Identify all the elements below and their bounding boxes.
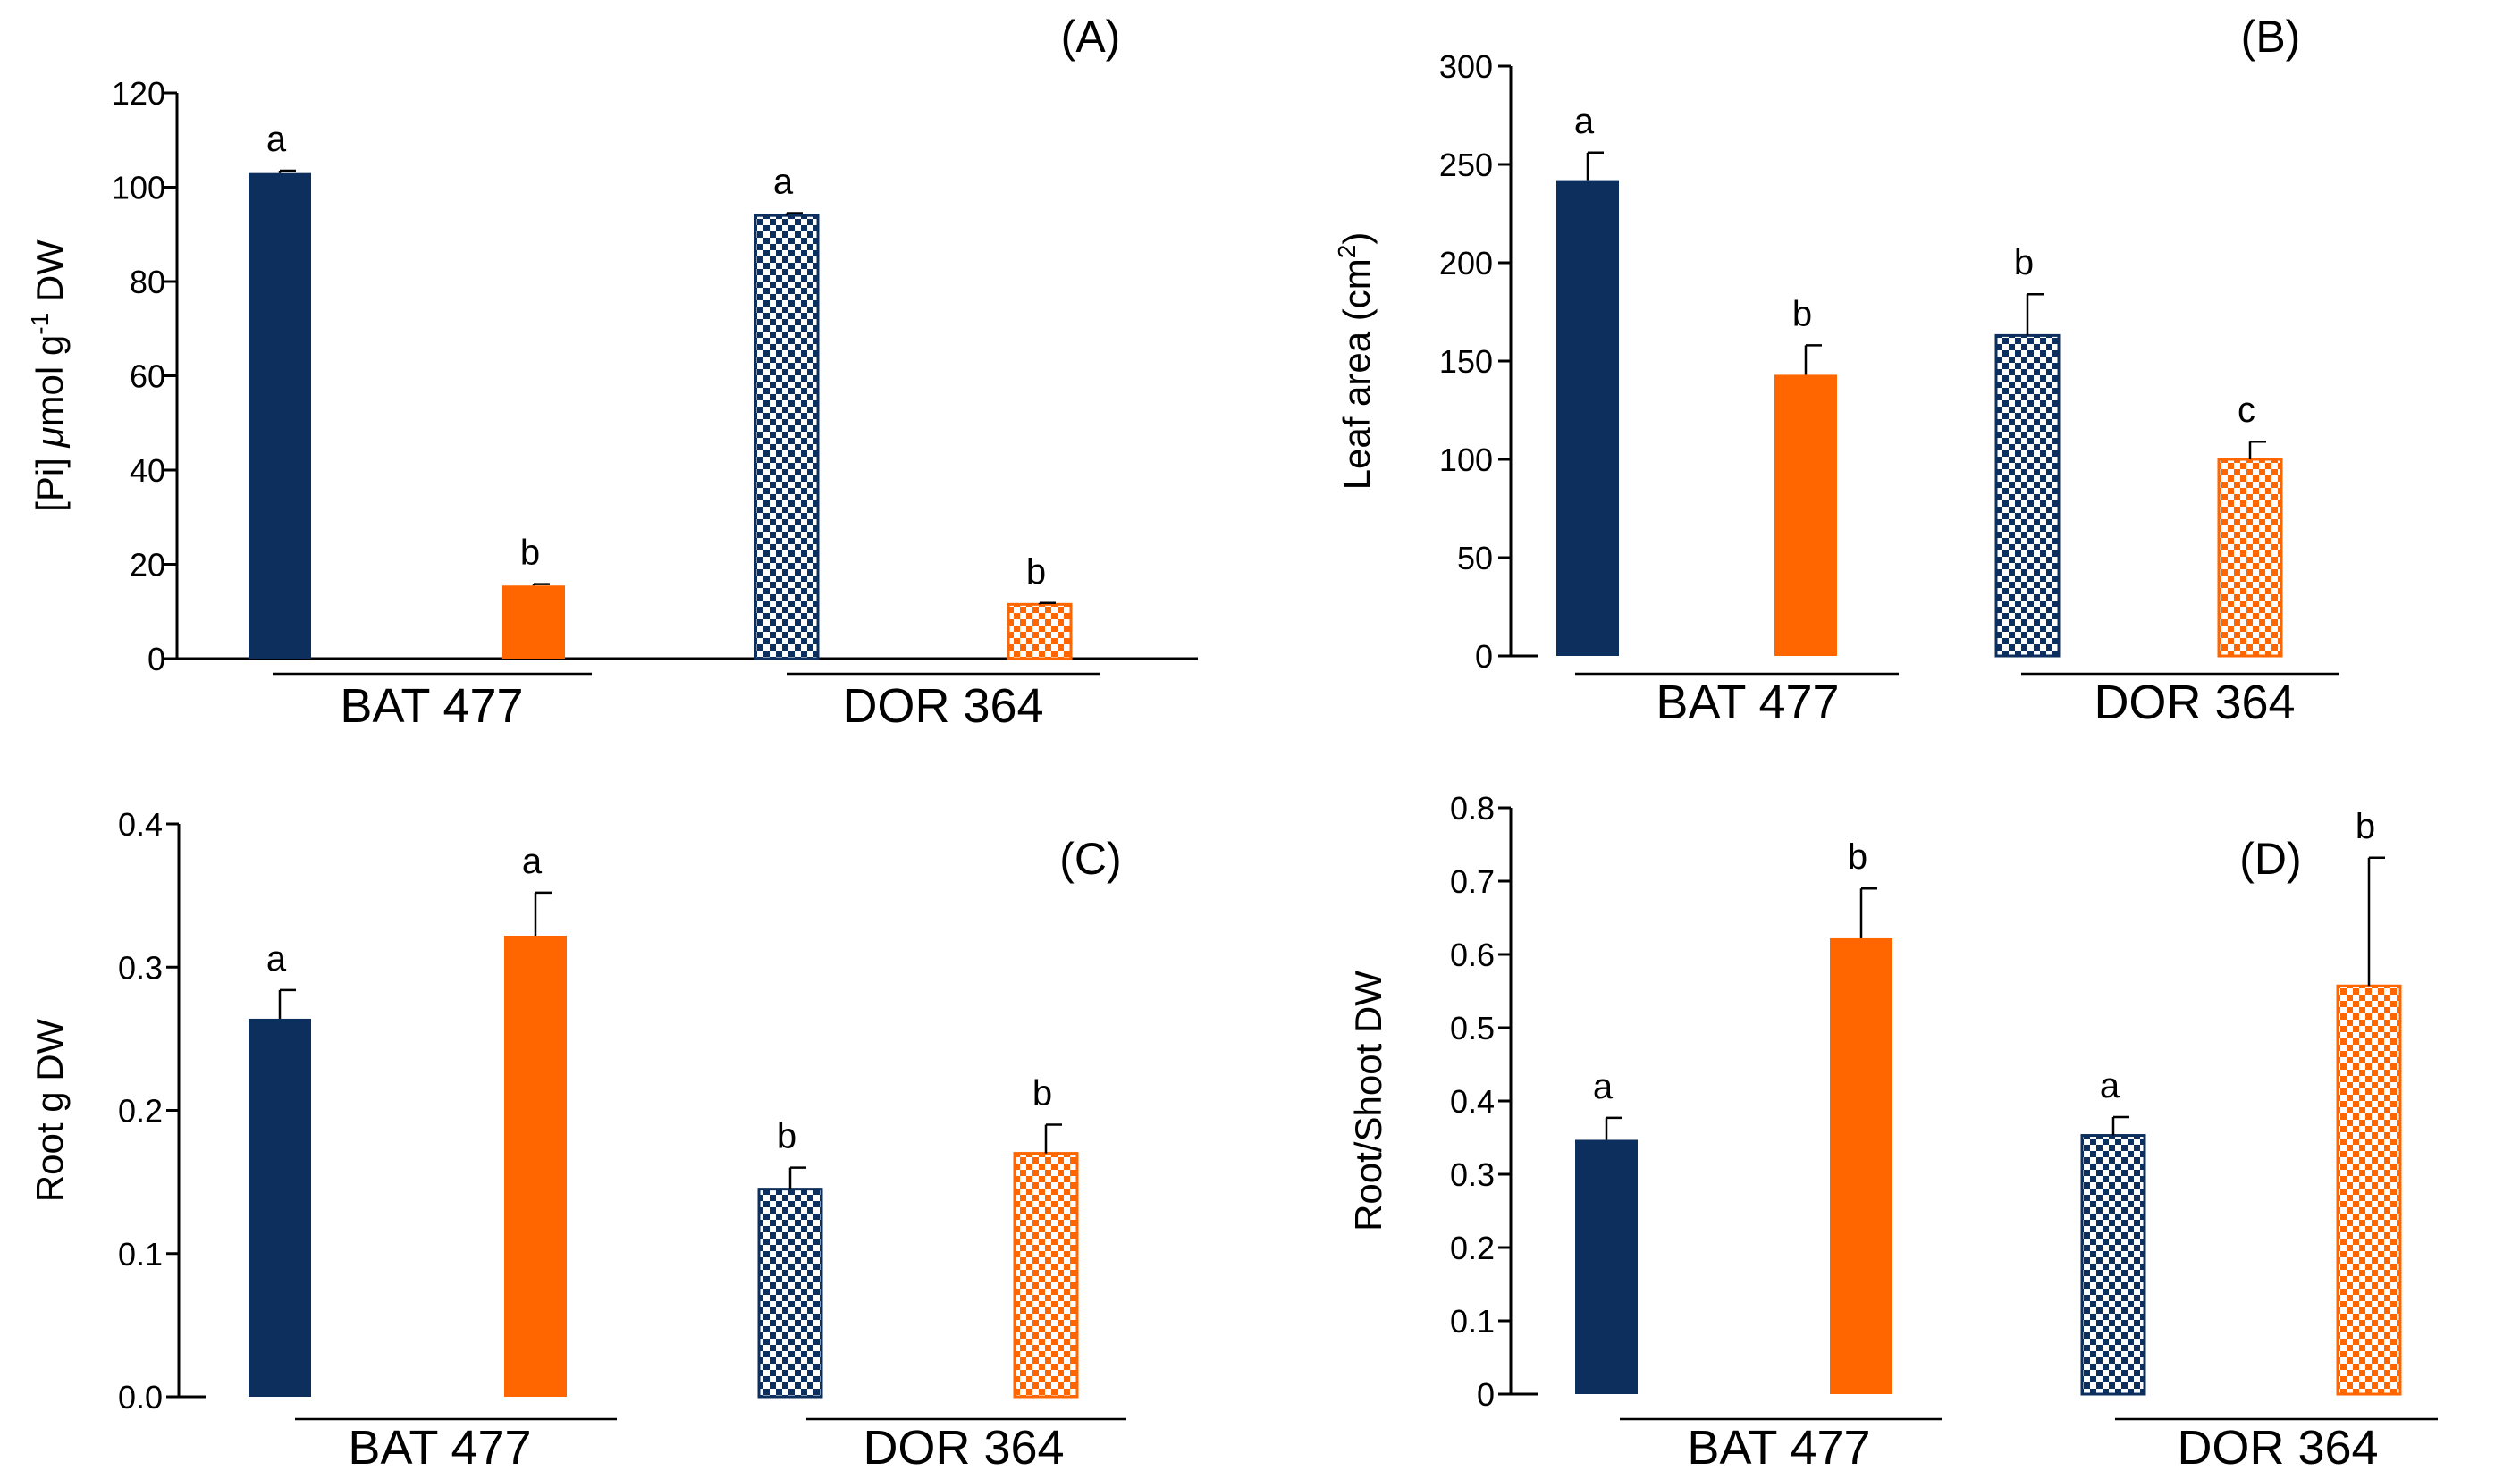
significance-letter: b bbox=[520, 534, 540, 573]
y-tick-label: 20 bbox=[130, 547, 165, 584]
panel-label: (B) bbox=[2241, 12, 2301, 62]
y-tick-label: 0.3 bbox=[118, 949, 163, 986]
y-tick-label: 100 bbox=[112, 170, 165, 206]
bar-dor-364-control bbox=[1994, 333, 2061, 658]
bar-bat-477-low-p bbox=[1774, 374, 1837, 656]
significance-letter: a bbox=[266, 120, 287, 159]
significance-letter: b bbox=[1032, 1074, 1052, 1113]
y-tick-label: 60 bbox=[130, 358, 165, 395]
y-tick-label: 200 bbox=[1439, 245, 1493, 282]
bar-bat-477-low-p bbox=[504, 935, 567, 1397]
bar-dor-364-low-p bbox=[1013, 1152, 1079, 1399]
y-tick-label: 0.3 bbox=[1450, 1156, 1495, 1193]
bar-dor-364-control bbox=[757, 1188, 823, 1399]
y-tick-label: 0 bbox=[1475, 638, 1493, 675]
significance-letter: a bbox=[773, 163, 794, 202]
significance-letter: b bbox=[777, 1117, 796, 1156]
y-tick-label: 150 bbox=[1439, 343, 1493, 380]
y-tick-label: 0.6 bbox=[1450, 937, 1495, 973]
group-label-dor-364: DOR 364 bbox=[842, 679, 1043, 733]
significance-letter: c bbox=[2238, 391, 2255, 430]
bar-dor-364-low-p bbox=[1007, 602, 1073, 660]
bar-bat-477-control bbox=[1556, 180, 1619, 657]
y-tick-label: 120 bbox=[112, 75, 165, 112]
y-tick-label: 0.5 bbox=[1450, 1010, 1495, 1046]
chart-panel-b: 0 50 100 150 200 250 300 Leaf area (cm2) a b b c BAT… bbox=[1333, 12, 2339, 729]
significance-letter: b bbox=[2356, 807, 2375, 846]
y-tick-label: 0.0 bbox=[118, 1379, 163, 1416]
y-tick-label: 100 bbox=[1439, 441, 1493, 478]
y-tick-label: 0.8 bbox=[1450, 790, 1495, 827]
bar-bat-477-control bbox=[1575, 1139, 1638, 1394]
bar-bat-477-low-p bbox=[502, 585, 565, 659]
y-tick-label: 80 bbox=[130, 264, 165, 300]
bar-dor-364-low-p bbox=[2217, 458, 2283, 658]
significance-letter: b bbox=[1848, 837, 1867, 877]
chart-panel-a: 0 20 40 60 80 100 120 [Pi] μmol g-1 DW a b a b BAT 4… bbox=[26, 12, 1198, 733]
y-tick-label: 0 bbox=[147, 641, 165, 677]
bar-dor-364-low-p bbox=[2336, 984, 2402, 1396]
panel-label: (A) bbox=[1061, 12, 1121, 62]
group-label-bat-477: BAT 477 bbox=[1687, 1421, 1870, 1475]
y-tick-label: 0.2 bbox=[118, 1093, 163, 1130]
y-tick-label: 0.4 bbox=[118, 806, 163, 843]
y-tick-label: 0.2 bbox=[1450, 1230, 1495, 1266]
y-tick-label: 250 bbox=[1439, 147, 1493, 183]
bar-bat-477-control bbox=[249, 1018, 311, 1397]
group-label-dor-364: DOR 364 bbox=[863, 1421, 1064, 1475]
y-tick-label: 0.1 bbox=[118, 1236, 163, 1273]
y-tick-label: 0.7 bbox=[1450, 863, 1495, 900]
significance-letter: b bbox=[1792, 294, 1812, 333]
group-label-bat-477: BAT 477 bbox=[340, 679, 523, 733]
panel-label: (D) bbox=[2239, 834, 2301, 884]
y-axis-label: Leaf area (cm2) bbox=[1333, 232, 1378, 491]
bar-bat-477-low-p bbox=[1830, 937, 1892, 1394]
y-tick-label: 300 bbox=[1439, 48, 1493, 85]
y-tick-label: 40 bbox=[130, 452, 165, 489]
chart-panel-c: 0.0 0.1 0.2 0.3 0.4 Root g DW a a b b BAT 477 DOR 3… bbox=[29, 806, 1126, 1475]
y-axis-label: Root/Shoot DW bbox=[1347, 971, 1389, 1231]
bar-bat-477-control bbox=[249, 172, 311, 660]
chart-panel-d: 0 0.1 0.2 0.3 0.4 0.5 0.6 0.7 0.8 Root/Shoot DW a b… bbox=[1347, 790, 2438, 1475]
y-tick-label: 0.1 bbox=[1450, 1303, 1495, 1340]
significance-letter: a bbox=[522, 842, 543, 881]
group-label-bat-477: BAT 477 bbox=[1656, 676, 1839, 729]
significance-letter: a bbox=[2100, 1066, 2120, 1105]
y-axis-label: Root g DW bbox=[29, 1018, 71, 1202]
group-label-bat-477: BAT 477 bbox=[348, 1421, 531, 1475]
significance-letter: a bbox=[1574, 102, 1595, 141]
y-tick-label: 0.4 bbox=[1450, 1083, 1495, 1120]
significance-letter: b bbox=[2014, 243, 2034, 282]
panel-label: (C) bbox=[1059, 834, 1121, 884]
y-tick-label: 0 bbox=[1477, 1376, 1495, 1413]
significance-letter: a bbox=[1593, 1067, 1614, 1106]
bar-dor-364-control bbox=[754, 214, 820, 660]
group-label-dor-364: DOR 364 bbox=[2177, 1421, 2378, 1475]
y-tick-label: 50 bbox=[1457, 540, 1493, 576]
significance-letter: b bbox=[1026, 552, 1046, 592]
significance-letter: a bbox=[266, 939, 287, 979]
bar-dor-364-control bbox=[2080, 1134, 2146, 1396]
y-axis-label: [Pi] μmol g-1 DW bbox=[26, 239, 71, 512]
group-label-dor-364: DOR 364 bbox=[2094, 676, 2295, 729]
